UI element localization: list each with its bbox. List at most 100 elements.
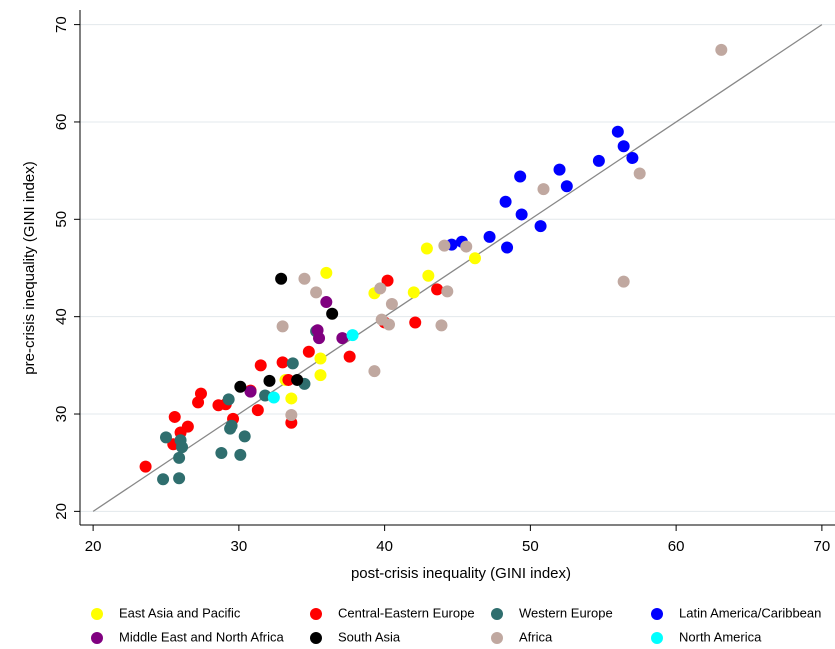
legend-marker bbox=[651, 632, 663, 644]
scatter-point bbox=[173, 472, 186, 485]
legend-marker bbox=[491, 608, 503, 620]
scatter-point bbox=[592, 154, 605, 167]
scatter-point bbox=[234, 448, 247, 461]
scatter-point bbox=[381, 274, 394, 287]
scatter-point bbox=[483, 230, 496, 243]
x-axis-title: post-crisis inequality (GINI index) bbox=[351, 565, 571, 582]
legend-label: East Asia and Pacific bbox=[119, 605, 241, 620]
scatter-point bbox=[499, 195, 512, 208]
scatter-point bbox=[181, 420, 194, 433]
scatter-point bbox=[157, 473, 170, 486]
y-tick-label: 70 bbox=[53, 16, 70, 33]
scatter-point bbox=[553, 163, 566, 176]
scatter-point bbox=[310, 286, 323, 299]
scatter-point bbox=[282, 373, 295, 386]
scatter-point bbox=[276, 320, 289, 333]
scatter-point bbox=[222, 393, 235, 406]
scatter-point bbox=[298, 272, 311, 285]
scatter-point bbox=[234, 380, 247, 393]
y-axis-title: pre-crisis inequality (GINI index) bbox=[21, 161, 38, 374]
scatter-point bbox=[374, 282, 387, 295]
scatter-point bbox=[285, 408, 298, 421]
x-tick-label: 50 bbox=[522, 538, 539, 555]
scatter-point bbox=[291, 373, 304, 386]
scatter-point bbox=[715, 43, 728, 56]
scatter-point bbox=[314, 352, 327, 365]
legend-label: Latin America/Caribbean bbox=[679, 605, 821, 620]
scatter-point bbox=[302, 345, 315, 358]
scatter-point bbox=[267, 391, 280, 404]
y-tick-label: 30 bbox=[53, 406, 70, 423]
scatter-point bbox=[409, 316, 422, 329]
legend-marker bbox=[491, 632, 503, 644]
legend-marker bbox=[91, 608, 103, 620]
scatter-point bbox=[626, 151, 639, 164]
x-tick-label: 40 bbox=[376, 538, 393, 555]
legend-label: Western Europe bbox=[519, 605, 613, 620]
legend-label: North America bbox=[679, 629, 762, 644]
scatter-point bbox=[139, 460, 152, 473]
legend-marker bbox=[310, 608, 322, 620]
x-tick-label: 60 bbox=[668, 538, 685, 555]
scatter-point bbox=[560, 180, 573, 193]
scatter-point bbox=[501, 241, 514, 254]
legend-marker bbox=[310, 632, 322, 644]
scatter-point bbox=[159, 431, 172, 444]
scatter-point bbox=[314, 369, 327, 382]
scatter-point bbox=[343, 350, 356, 363]
scatter-point bbox=[173, 451, 186, 464]
scatter-point bbox=[441, 285, 454, 298]
scatter-point bbox=[534, 220, 547, 233]
x-tick-label: 70 bbox=[814, 538, 831, 555]
legend-label: South Asia bbox=[338, 629, 401, 644]
scatter-point bbox=[320, 296, 333, 309]
scatter-point bbox=[192, 396, 205, 409]
scatter-point bbox=[407, 286, 420, 299]
scatter-point bbox=[326, 307, 339, 320]
legend-label: Middle East and North Africa bbox=[119, 629, 285, 644]
x-tick-label: 30 bbox=[231, 538, 248, 555]
scatter-point bbox=[238, 430, 251, 443]
legend-label: Central-Eastern Europe bbox=[338, 605, 475, 620]
legend-marker bbox=[651, 608, 663, 620]
y-tick-label: 20 bbox=[53, 503, 70, 520]
scatter-point bbox=[460, 240, 473, 253]
scatter-point bbox=[420, 242, 433, 255]
scatter-point bbox=[617, 140, 630, 153]
y-tick-label: 50 bbox=[53, 211, 70, 228]
scatter-point bbox=[468, 252, 481, 265]
scatter-point bbox=[176, 441, 189, 454]
scatter-point bbox=[313, 332, 326, 345]
legend-marker bbox=[91, 632, 103, 644]
scatter-point bbox=[385, 298, 398, 311]
scatter-point bbox=[514, 170, 527, 183]
scatter-point bbox=[244, 385, 257, 398]
scatter-point bbox=[251, 404, 264, 417]
scatter-point bbox=[286, 357, 299, 370]
scatter-point bbox=[254, 359, 267, 372]
scatter-point bbox=[633, 167, 646, 180]
scatter-point bbox=[285, 392, 298, 405]
y-tick-label: 40 bbox=[53, 308, 70, 325]
reference-line bbox=[92, 24, 823, 512]
legend-label: Africa bbox=[519, 629, 553, 644]
scatter-point bbox=[438, 239, 451, 252]
scatter-point bbox=[435, 319, 448, 332]
scatter-point bbox=[275, 272, 288, 285]
scatter-point bbox=[215, 446, 228, 459]
scatter-point bbox=[611, 125, 624, 138]
scatter-point bbox=[422, 269, 435, 282]
scatter-point bbox=[320, 266, 333, 279]
scatter-point bbox=[336, 332, 349, 345]
scatter-point bbox=[346, 329, 359, 342]
scatter-point bbox=[368, 365, 381, 378]
scatter-point bbox=[537, 183, 550, 196]
scatter-point bbox=[225, 419, 238, 432]
scatter-point bbox=[168, 410, 181, 423]
scatter-point bbox=[515, 208, 528, 221]
scatter-point bbox=[617, 275, 630, 288]
x-tick-label: 20 bbox=[85, 538, 102, 555]
scatter-point bbox=[276, 356, 289, 369]
scatter-point bbox=[431, 283, 444, 296]
